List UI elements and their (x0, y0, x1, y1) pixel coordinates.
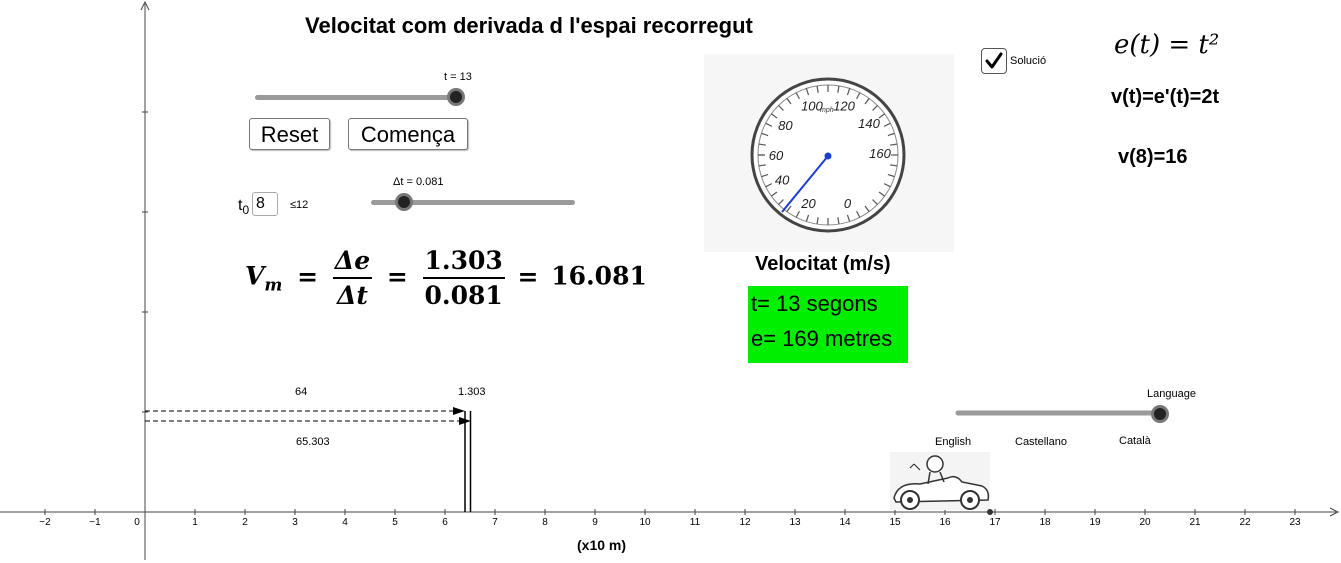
status-box: t= 13 segons e= 169 metres (748, 286, 908, 363)
dial-tick (795, 92, 800, 100)
dial-tick (771, 191, 778, 197)
dial-label: 20 (800, 196, 816, 211)
t0-constraint: ≤12 (290, 199, 309, 211)
dial-tick (878, 113, 885, 119)
dashed-arrow-start-head (453, 407, 465, 415)
reset-button[interactable]: Reset (249, 118, 330, 150)
page-title: Velocitat com derivada d l'espai recorre… (305, 13, 753, 38)
dial-tick (846, 88, 851, 96)
dial-tick (816, 217, 819, 225)
dial-tick (878, 191, 885, 197)
status-distance: e= 169 metres (751, 326, 893, 351)
dial-tick (758, 164, 766, 167)
measurement-delta-label: 1.303 (458, 386, 486, 398)
race-car-icon (890, 452, 990, 510)
dial-tick (758, 143, 766, 146)
dial-label: 100 (801, 99, 823, 114)
speedometer-unit: mph (820, 107, 834, 114)
y-axis-arrow (140, 0, 150, 11)
dial-tick (883, 122, 891, 127)
dial-label: 160 (869, 146, 891, 161)
dial-tick (761, 132, 769, 137)
x-axis-label: (x10 m) (577, 537, 627, 553)
dial-tick (778, 105, 784, 111)
dial-tick (887, 173, 895, 178)
language-option-catala[interactable]: Català (1119, 435, 1151, 447)
car-position-point[interactable] (987, 509, 993, 515)
dial-tick (805, 88, 810, 96)
solution-label: Solució (1010, 55, 1047, 67)
language-slider-handle[interactable] (1151, 405, 1169, 423)
solution-checkbox[interactable] (981, 48, 1007, 74)
time-slider-handle[interactable] (447, 88, 465, 106)
time-slider-label: t = 13 (444, 71, 472, 83)
x-axis-arrow (1329, 507, 1340, 517)
checkmark-icon (985, 52, 1003, 69)
dial-label: 80 (778, 118, 793, 133)
dial-tick (805, 214, 810, 222)
dial-tick (864, 98, 870, 105)
dial-tick (890, 143, 898, 146)
dial-tick (872, 199, 878, 205)
speedometer-needle (781, 155, 829, 213)
dial-tick (771, 113, 778, 119)
t0-label: t0 (238, 197, 250, 218)
measurement-start-label: 64 (295, 386, 308, 398)
measurement-end-label: 65.303 (296, 436, 330, 448)
speedometer-caption: Velocitat (m/s) (755, 253, 891, 275)
t0-input[interactable] (252, 192, 278, 216)
dial-tick (856, 92, 861, 100)
dial-tick (786, 98, 792, 105)
position-formula: e(t) = t² (1114, 30, 1220, 60)
language-option-castellano[interactable]: Castellano (1015, 436, 1067, 448)
y-axis-ticks (142, 111, 148, 413)
dial-label: 120 (833, 99, 855, 114)
dial-tick (761, 173, 769, 178)
derivative-formula: v(t)=e'(t)=2t (1111, 86, 1220, 108)
dt-slider-label: Δt = 0.081 (393, 176, 444, 188)
dial-tick (778, 199, 784, 205)
dial-tick (816, 85, 819, 93)
evaluated-velocity: v(8)=16 (1118, 146, 1188, 168)
dial-tick (786, 205, 792, 212)
dial-label: 140 (858, 116, 880, 131)
dt-slider-track[interactable] (371, 200, 575, 205)
dial-tick (856, 210, 861, 218)
dial-tick (846, 214, 851, 222)
dial-tick (864, 205, 870, 212)
dial-tick (837, 217, 840, 225)
dial-tick (887, 132, 895, 137)
dial-tick (765, 122, 773, 127)
language-slider-label: Language (1147, 388, 1196, 400)
dial-label: 0 (844, 196, 852, 211)
dial-tick (765, 183, 773, 188)
time-slider-track[interactable] (255, 95, 461, 100)
dial-tick (795, 210, 800, 218)
start-button[interactable]: Comença (348, 118, 468, 150)
dial-label: 60 (769, 148, 784, 163)
dial-label: 40 (775, 172, 790, 187)
x-axis-ticks (44, 509, 1296, 515)
dial-tick (883, 183, 891, 188)
language-option-english[interactable]: English (935, 436, 972, 448)
dial-tick (837, 85, 840, 93)
dial-tick (872, 105, 878, 111)
average-velocity-formula: Vm = Δe Δt = 1.303 0.081 = 16.081 (245, 246, 647, 310)
status-time: t= 13 segons (751, 291, 878, 316)
dt-slider-handle[interactable] (395, 193, 413, 211)
dial-tick (890, 164, 898, 167)
